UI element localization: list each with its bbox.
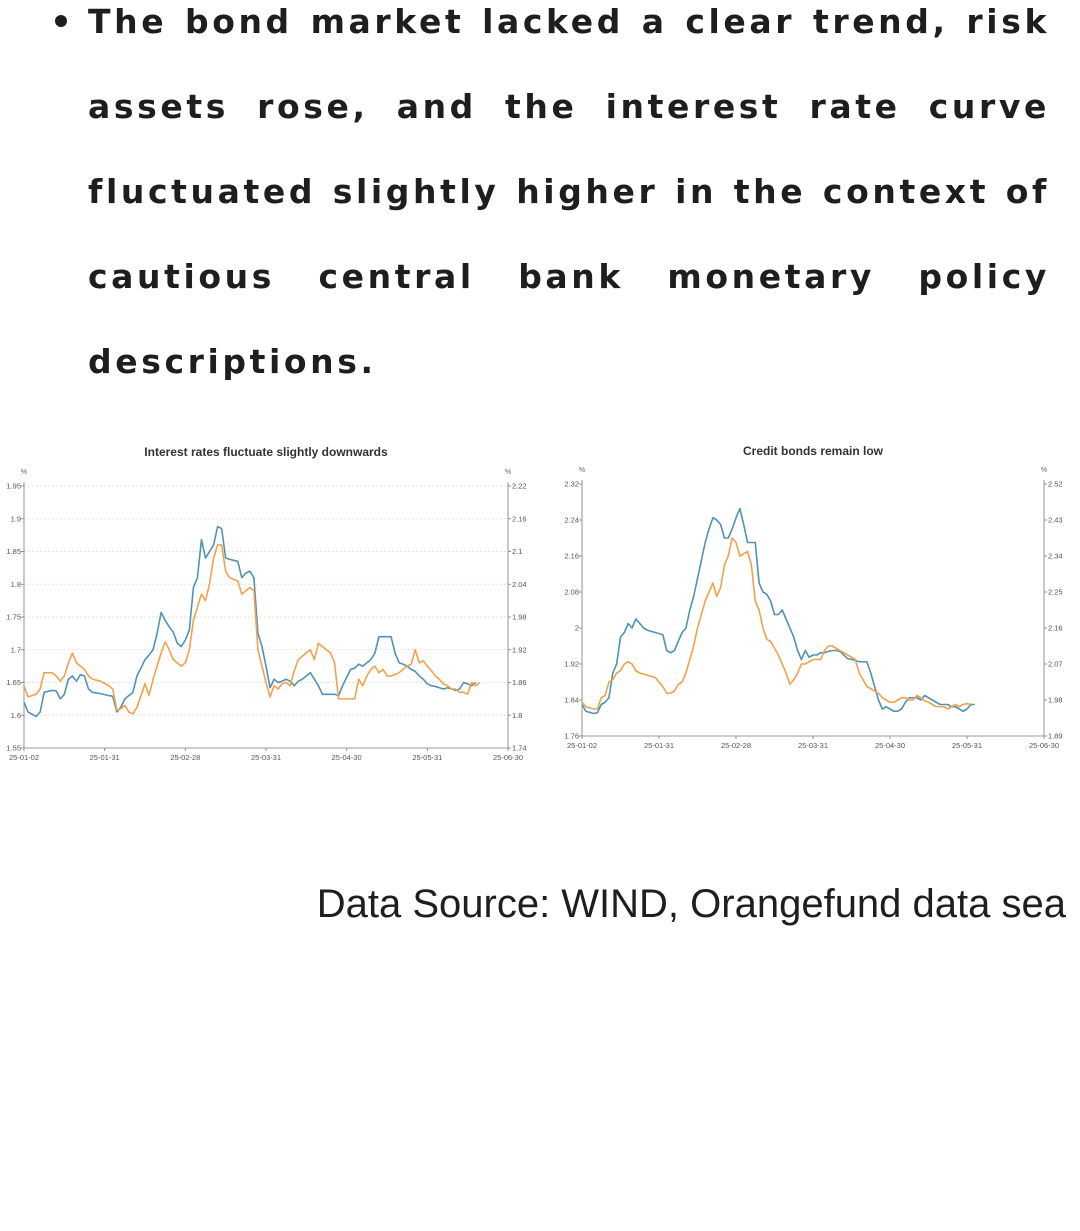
interest-rates-title: Interest rates fluctuate slightly downwa… [144,445,388,459]
credit-bonds-left-tick-label: 2.24 [564,516,579,525]
credit-bonds-left-tick-label: 1.76 [564,732,579,741]
credit-bonds-x-tick-label: 25-02-28 [721,741,751,750]
chart-credit-bonds-svg: Credit bonds remain low% % 1.76 1.84 1.92 2 2.… [564,444,1063,750]
interest-rates-x-tick-label: 25-03-31 [251,753,281,762]
credit-bonds-left-tick-label: 2.32 [564,480,579,489]
chart-interest-rates-svg: Interest rates fluctuate slightly downwa… [6,445,527,762]
interest-rates-left-tick-label: 1.55 [6,744,21,753]
interest-rates-x-tick-label: 25-05-31 [412,753,442,762]
credit-bonds-x-tick-label: 25-01-31 [644,741,674,750]
interest-rates-left-tick-label: 1.7 [11,645,21,654]
bullet-dot [55,15,67,27]
credit-bonds-left-tick-label: 2 [575,624,579,633]
data-source-note: Data Source: WIND, Orangefund data sea [316,882,1066,926]
interest-rates-left-unit: % [21,469,27,476]
interest-rates-left-tick-label: 1.8 [11,580,21,589]
chart-interest-rates: Interest rates fluctuate slightly downwa… [0,436,530,771]
credit-bonds-right-tick-label: 1.89 [1048,732,1063,741]
interest-rates-right-tick-label: 1.74 [512,744,527,753]
credit-bonds-right-tick-label: 2.16 [1048,624,1063,633]
credit-bonds-right-tick-label: 2.34 [1048,552,1063,561]
interest-rates-x-tick-label: 25-01-31 [90,753,120,762]
interest-rates-right-tick-label: 1.92 [512,645,527,654]
credit-bonds-left-tick-label: 2.16 [564,552,579,561]
interest-rates-left-tick-label: 1.85 [6,547,21,556]
credit-bonds-right-tick-label: 2.25 [1048,588,1063,597]
bullet-list: The bond market lacked a clear trend, ri… [52,0,1052,404]
interest-rates-x-tick-label: 25-01-02 [9,753,39,762]
credit-bonds-series-line-1 [581,507,975,715]
interest-rates-right-tick-label: 1.8 [512,711,522,720]
credit-bonds-right-tick-label: 2.52 [1048,480,1063,489]
interest-rates-left-tick-label: 1.6 [11,711,21,720]
credit-bonds-x-tick-label: 25-01-02 [567,741,597,750]
interest-rates-right-tick-label: 2.22 [512,482,527,491]
credit-bonds-x-tick-label: 25-05-31 [952,741,982,750]
credit-bonds-right-tick-label: 2.07 [1048,660,1063,669]
interest-rates-right-tick-label: 1.98 [512,613,527,622]
credit-bonds-right-unit: % [1041,467,1047,474]
interest-rates-x-tick-label: 25-06-30 [493,753,523,762]
credit-bonds-right-tick-label: 2.43 [1048,516,1063,525]
credit-bonds-left-unit: % [579,467,585,474]
credit-bonds-title: Credit bonds remain low [743,444,884,458]
credit-bonds-x-tick-label: 25-04-30 [875,741,905,750]
interest-rates-left-tick-label: 1.9 [11,514,21,523]
interest-rates-right-tick-label: 2.04 [512,580,527,589]
interest-rates-right-tick-label: 2.1 [512,547,522,556]
interest-rates-x-tick-label: 25-04-30 [332,753,362,762]
credit-bonds-right-tick-label: 1.98 [1048,696,1063,705]
interest-rates-series-line-1 [23,525,477,718]
interest-rates-left-tick-label: 1.75 [6,613,21,622]
interest-rates-right-tick-label: 2.16 [512,514,527,523]
chart-credit-bonds: Credit bonds remain low%% 1.76 1.84 1.92 2 2.… [556,436,1076,771]
interest-rates-series-line-2 [23,544,481,715]
interest-rates-left-tick-label: 1.95 [6,482,21,491]
interest-rates-right-unit: % [505,469,511,476]
bullet-text: The bond market lacked a clear trend, ri… [88,2,1050,381]
interest-rates-left-tick-label: 1.65 [6,678,21,687]
credit-bonds-x-tick-label: 25-03-31 [798,741,828,750]
interest-rates-x-tick-label: 25-02-28 [170,753,200,762]
credit-bonds-left-tick-label: 1.84 [564,696,579,705]
credit-bonds-x-tick-label: 25-06-30 [1029,741,1059,750]
credit-bonds-series-line-2 [581,537,972,710]
credit-bonds-left-tick-label: 2.08 [564,588,579,597]
interest-rates-right-tick-label: 1.86 [512,678,527,687]
credit-bonds-left-tick-label: 1.92 [564,660,579,669]
